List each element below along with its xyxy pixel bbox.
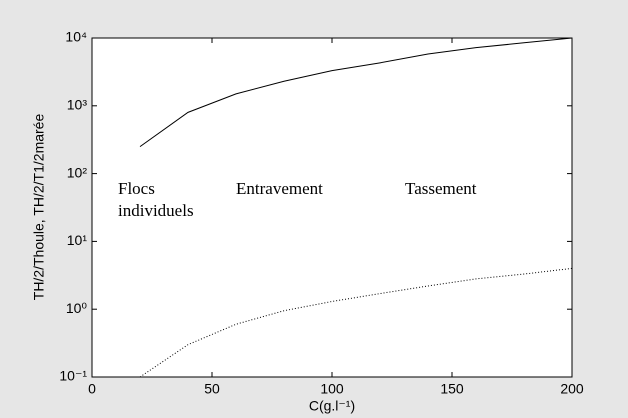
y-tick-label: 10³ [67,97,88,113]
x-axis-label: C(g.l⁻¹) [309,398,355,414]
y-tick-label: 10⁴ [65,29,87,45]
annotation: individuels [118,201,194,220]
line-series [139,37,573,148]
y-axis-label: TH/2/Thoule, TH/2/T1/2marée [31,114,47,301]
annotation: Flocs [118,179,155,198]
annotation: Tassement [405,179,477,198]
annotation: Entravement [236,179,323,198]
plot-area [91,37,573,378]
y-tick-label: 10² [67,164,88,180]
y-tick-label: 10¹ [67,232,88,248]
y-tick-label: 10⁻¹ [59,368,87,384]
x-tick-label: 150 [440,381,464,397]
y-tick-label: 10⁰ [66,300,88,316]
x-tick-label: 200 [560,381,584,397]
line-series [139,267,573,378]
x-tick-label: 0 [88,381,96,397]
x-tick-label: 50 [204,381,220,397]
x-tick-label: 100 [320,381,344,397]
